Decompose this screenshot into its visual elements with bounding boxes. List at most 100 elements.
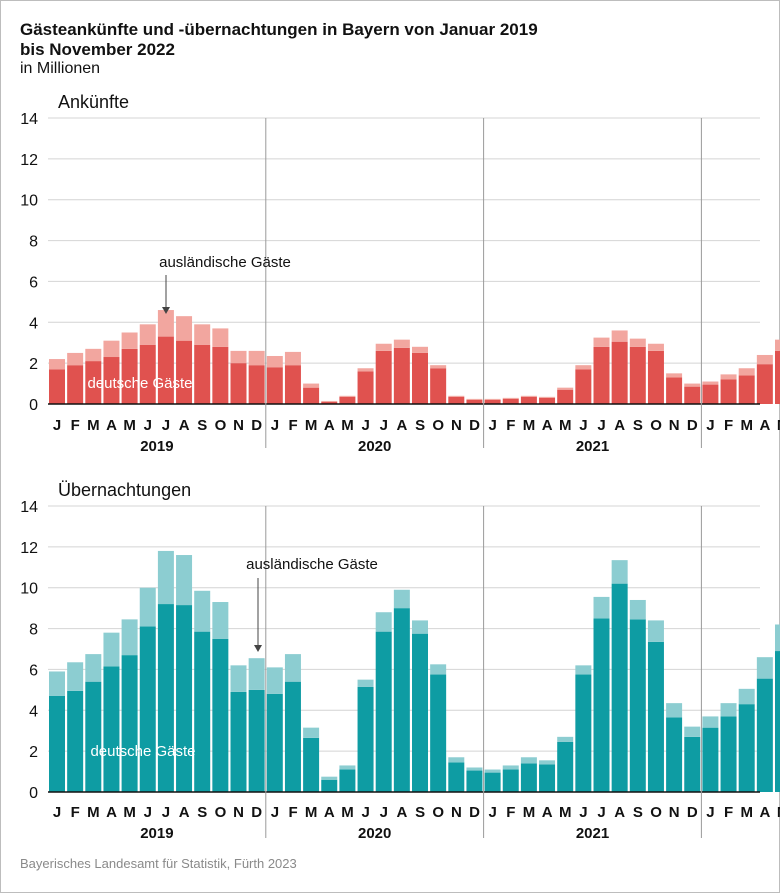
arrivals-bar-foreign (502, 397, 519, 399)
overnight-bar-domestic (393, 608, 410, 792)
overnight-month-label: M (559, 804, 572, 821)
overnight-bar-foreign (539, 760, 556, 765)
arrivals-panel-title: Ankünfte (58, 92, 129, 112)
overnight-bar-foreign (647, 620, 664, 642)
overnight-month-label: S (633, 804, 643, 821)
arrivals-annotation-domestic: deutsche Gäste (87, 375, 192, 392)
overnight-bar-domestic (49, 695, 65, 792)
arrivals-month-label: F (288, 417, 297, 434)
overnight-month-label: M (741, 804, 754, 821)
overnight-bar-domestic (284, 681, 301, 792)
overnight-bar-foreign (357, 679, 374, 687)
arrivals-y-tick-label: 2 (29, 356, 38, 373)
overnight-bar-foreign (157, 550, 174, 605)
arrivals-bar-domestic (194, 344, 211, 404)
arrivals-bar-domestic (611, 341, 628, 404)
overnight-bar-domestic (684, 736, 701, 792)
arrivals-bar-domestic (248, 365, 265, 404)
arrivals-bar-foreign (666, 373, 683, 378)
overnight-bar-foreign (266, 667, 283, 694)
arrivals-bar-foreign (593, 337, 610, 347)
arrivals-month-label: M (559, 417, 572, 434)
overnight-bar-foreign (557, 736, 574, 742)
arrivals-month-label: M (777, 417, 780, 434)
overnight-bar-domestic (575, 674, 592, 792)
arrivals-month-label: J (380, 417, 388, 434)
overnight-bar-foreign (212, 602, 229, 639)
overnight-annotation-foreign: ausländische Gäste (246, 556, 378, 573)
overnight-year-label: 2020 (358, 825, 391, 842)
arrivals-bar-foreign (49, 359, 65, 370)
chart-title-line-2: bis November 2022 (20, 40, 175, 59)
arrivals-bar-domestic (85, 361, 102, 404)
overnight-month-label: A (614, 804, 625, 821)
arrivals-bar-domestic (176, 340, 193, 404)
overnight-month-label: J (489, 804, 497, 821)
arrivals-bar-foreign (738, 368, 755, 376)
overnight-bar-foreign (121, 619, 138, 656)
arrivals-month-label: N (233, 417, 244, 434)
arrivals-month-label: J (489, 417, 497, 434)
overnight-bar-foreign (103, 632, 120, 667)
arrivals-month-label: A (760, 417, 771, 434)
arrivals-bar-domestic (684, 386, 701, 404)
overnight-month-label: M (305, 804, 318, 821)
arrivals-month-label: N (451, 417, 462, 434)
arrivals-y-tick-label: 12 (20, 152, 38, 169)
arrivals-bar-foreign (303, 383, 320, 388)
arrivals-month-label: D (687, 417, 698, 434)
overnight-bar-domestic (303, 737, 320, 792)
overnight-bar-domestic (520, 763, 537, 792)
arrivals-bar-foreign (393, 339, 410, 348)
arrivals-bar-foreign (85, 348, 102, 362)
overnight-annotation-domestic: deutsche Gäste (90, 743, 195, 760)
overnight-bar-foreign (666, 703, 683, 718)
arrivals-y-tick-label: 6 (29, 274, 38, 291)
arrivals-y-tick-label: 10 (20, 193, 38, 210)
overnight-month-label: O (215, 804, 227, 821)
overnight-month-label: A (397, 804, 408, 821)
arrivals-bar-domestic (756, 364, 773, 404)
arrivals-y-tick-label: 4 (29, 315, 38, 332)
overnight-y-tick-label: 4 (29, 703, 38, 720)
overnight-bar-domestic (248, 689, 265, 792)
arrivals-year-label: 2020 (358, 438, 391, 455)
arrivals-bar-foreign (520, 395, 537, 397)
overnight-y-tick-label: 14 (20, 499, 38, 516)
overnight-bar-domestic (212, 638, 229, 792)
overnight-bar-foreign (284, 654, 301, 682)
arrivals-bar-foreign (684, 383, 701, 387)
arrivals-bar-domestic (339, 396, 356, 404)
arrivals-bar-domestic (412, 352, 428, 404)
overnight-month-label: J (144, 804, 152, 821)
arrivals-bar-foreign (611, 330, 628, 342)
arrivals-bar-foreign (121, 332, 138, 349)
arrivals-bar-domestic (575, 369, 592, 404)
overnight-bar-foreign (629, 599, 646, 620)
chart-title-line-1: Gästeankünfte und -übernachtungen in Bay… (20, 20, 538, 39)
arrivals-bar-domestic (520, 396, 537, 404)
overnight-bar-foreign (139, 587, 156, 627)
arrivals-month-label: S (415, 417, 425, 434)
overnight-month-label: N (451, 804, 462, 821)
arrivals-bar-domestic (775, 350, 780, 404)
arrivals-month-label: N (669, 417, 680, 434)
arrivals-month-label: F (724, 417, 733, 434)
arrivals-month-label: D (251, 417, 262, 434)
arrivals-month-label: S (197, 417, 207, 434)
arrivals-month-label: J (271, 417, 279, 434)
overnight-month-label: F (71, 804, 80, 821)
overnight-bar-domestic (666, 717, 683, 792)
overnight-bar-domestic (430, 674, 447, 792)
overnight-bar-foreign (321, 776, 338, 780)
arrivals-bar-domestic (593, 346, 610, 404)
overnight-y-tick-label: 6 (29, 662, 38, 679)
overnight-month-label: F (288, 804, 297, 821)
arrivals-bar-domestic (103, 357, 120, 404)
overnight-bar-foreign (520, 757, 537, 764)
arrivals-month-label: M (523, 417, 536, 434)
arrivals-bar-domestic (629, 346, 646, 404)
arrivals-bar-domestic (448, 396, 465, 404)
overnight-bar-foreign (684, 726, 701, 737)
arrivals-bar-domestic (357, 371, 374, 404)
